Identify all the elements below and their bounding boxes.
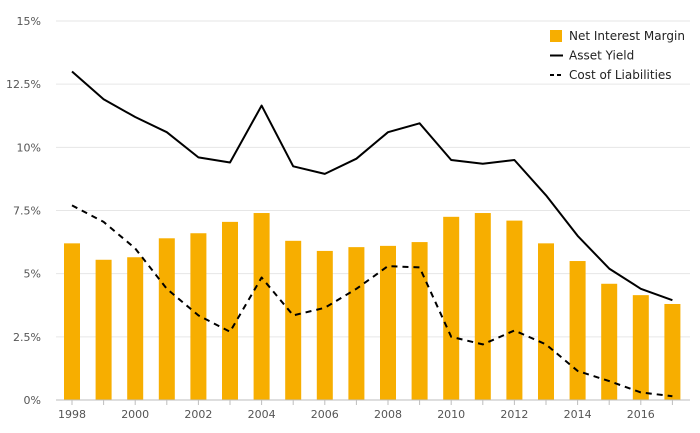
y-tick-label: 5% <box>24 268 41 281</box>
bars <box>64 213 681 400</box>
legend-label: Cost of Liabilities <box>569 68 672 82</box>
bar-net-interest-margin <box>95 259 112 400</box>
x-tick-label: 2008 <box>374 408 402 421</box>
x-tick-label: 2004 <box>248 408 276 421</box>
y-tick-label: 10% <box>17 141 41 154</box>
y-tick-label: 12.5% <box>6 78 41 91</box>
bar-net-interest-margin <box>348 247 365 400</box>
x-tick-label: 2014 <box>564 408 592 421</box>
bar-net-interest-margin <box>538 243 554 400</box>
x-tick-label: 2006 <box>311 408 339 421</box>
bar-net-interest-margin <box>601 283 618 400</box>
x-tick-label: 1998 <box>58 408 86 421</box>
bar-net-interest-margin <box>127 257 144 400</box>
y-tick-label: 0% <box>24 394 41 407</box>
legend: Net Interest Margin Asset Yield Cost of Li… <box>550 29 685 82</box>
x-tick-label: 2012 <box>500 408 528 421</box>
series-line-asset-yield <box>71 70 673 302</box>
x-tick-label: 2002 <box>184 408 212 421</box>
y-tick-label: 2.5% <box>13 331 41 344</box>
legend-swatch <box>550 30 562 42</box>
bar-net-interest-margin <box>316 250 333 400</box>
bar-net-interest-margin <box>443 216 460 400</box>
bar-net-interest-margin <box>285 240 302 400</box>
legend-label: Asset Yield <box>569 49 634 63</box>
legend-label: Net Interest Margin <box>569 29 685 43</box>
bar-net-interest-margin <box>506 220 523 400</box>
axes: 0% 2.5% 5% 7.5% 10% 12.5% 15% 1998 2000 2002 2004 2… <box>6 15 690 421</box>
x-tick-label: 2000 <box>121 408 149 421</box>
lines <box>71 70 673 398</box>
x-tick-label: 2010 <box>437 408 465 421</box>
bar-net-interest-margin <box>158 238 175 400</box>
series-line-cost-of-liabilities <box>71 204 673 398</box>
y-tick-label: 7.5% <box>13 205 41 218</box>
bar-net-interest-margin <box>632 295 649 400</box>
bar-net-interest-margin <box>253 213 270 400</box>
bar-net-interest-margin <box>411 242 428 400</box>
bar-net-interest-margin <box>190 233 207 400</box>
y-tick-label: 15% <box>17 15 41 28</box>
bar-net-interest-margin <box>64 243 80 400</box>
bar-net-interest-margin <box>569 261 586 400</box>
x-tick-label: 2016 <box>627 408 655 421</box>
bar-net-interest-margin <box>474 213 491 400</box>
bar-net-interest-margin <box>222 221 238 400</box>
bar-net-interest-margin <box>380 245 396 400</box>
bar-net-interest-margin <box>664 303 681 400</box>
